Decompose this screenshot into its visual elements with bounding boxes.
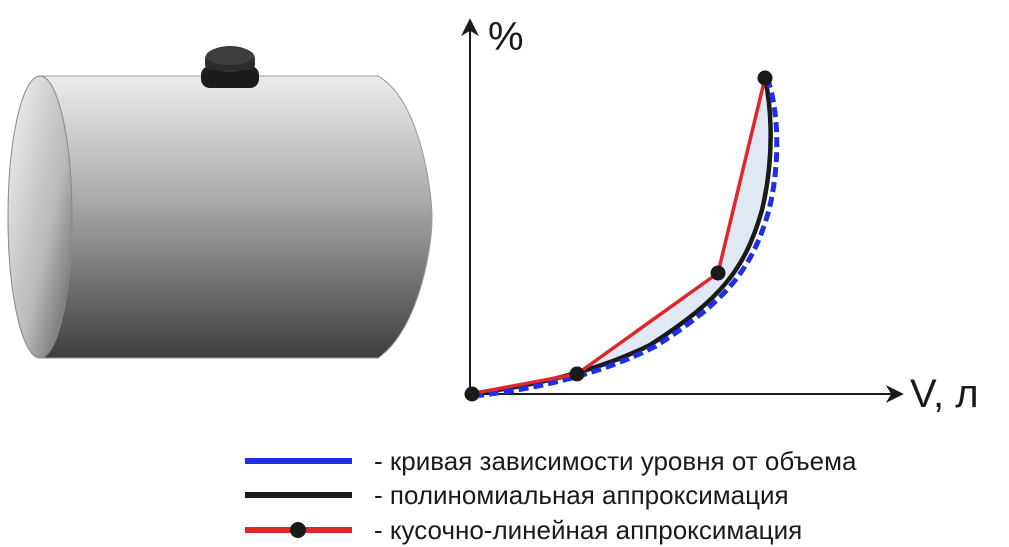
piecewise-node (757, 70, 773, 86)
tank-filler-cap-icon (201, 46, 259, 88)
piecewise-node (569, 366, 585, 382)
legend: - кривая зависимости уровня от объема - … (245, 446, 857, 545)
horizontal-cylinder-tank-icon (7, 75, 433, 359)
legend-label: - кусочно-линейная аппроксимация (374, 515, 802, 545)
piecewise-nodes (464, 70, 773, 402)
level-volume-curve-line (473, 79, 780, 399)
legend-item-level-curve: - кривая зависимости уровня от объема (245, 446, 857, 476)
x-axis-label: V, л (910, 372, 979, 416)
piecewise-node (710, 265, 726, 281)
legend-label: - кривая зависимости уровня от объема (374, 446, 857, 476)
legend-swatch-node-icon (290, 522, 306, 538)
piecewise-node (464, 386, 480, 402)
legend-item-piecewise: - кусочно-линейная аппроксимация (245, 515, 802, 545)
legend-label: - полиномиальная аппроксимация (374, 480, 789, 510)
legend-item-polynomial: - полиномиальная аппроксимация (245, 480, 789, 510)
chart-axes: % V, л (461, 15, 979, 416)
y-axis-label: % (488, 15, 524, 59)
piecewise-linear-approximation-line (469, 77, 767, 396)
